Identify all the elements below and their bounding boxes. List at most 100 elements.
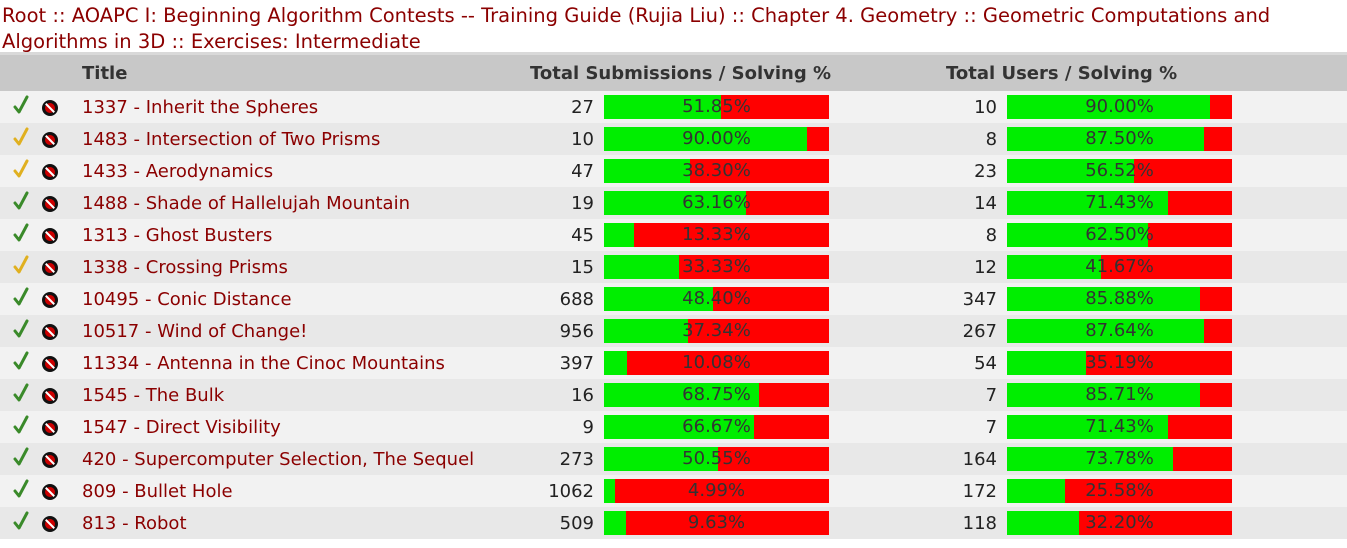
problem-link[interactable]: 1547 - Direct Visibility xyxy=(82,416,281,438)
breadcrumb-chapter[interactable]: Chapter 4. Geometry xyxy=(751,4,958,27)
problem-link[interactable]: 1545 - The Bulk xyxy=(82,384,225,406)
discuss-icon[interactable] xyxy=(42,507,80,539)
problem-link[interactable]: 809 - Bullet Hole xyxy=(82,480,233,502)
users-count: 172 xyxy=(932,475,1008,507)
problem-link[interactable]: 1488 - Shade of Hallelujah Mountain xyxy=(82,192,410,214)
solved-check-icon xyxy=(0,219,42,251)
discuss-icon[interactable] xyxy=(42,123,80,155)
users-count: 14 xyxy=(932,187,1008,219)
submissions-fill xyxy=(604,191,747,215)
discuss-icon[interactable] xyxy=(42,379,80,411)
submissions-count: 688 xyxy=(530,283,604,315)
users-pct: 32.20% xyxy=(1085,512,1154,533)
table-row: 10495 - Conic Distance 688 48.40% 347 85.88% xyxy=(0,283,1347,315)
breadcrumb-separator: :: xyxy=(171,30,185,53)
table-row: 11334 - Antenna in the Cinoc Mountains 39… xyxy=(0,347,1347,379)
breadcrumb-root[interactable]: Root xyxy=(2,4,47,27)
submissions-count: 509 xyxy=(530,507,604,539)
users-count: 267 xyxy=(932,315,1008,347)
submissions-fill xyxy=(604,351,627,375)
submissions-pct: 4.99% xyxy=(687,480,746,501)
problem-link[interactable]: 10517 - Wind of Change! xyxy=(82,320,308,342)
problem-link[interactable]: 1483 - Intersection of Two Prisms xyxy=(82,128,381,150)
discuss-icon[interactable] xyxy=(42,91,80,123)
table-row: 420 - Supercomputer Selection, The Seque… xyxy=(0,443,1347,475)
users-fill xyxy=(1007,223,1148,247)
submissions-pct: 51.85% xyxy=(682,96,751,117)
discuss-icon[interactable] xyxy=(42,411,80,443)
submissions-pct: 13.33% xyxy=(682,224,751,245)
submissions-fill xyxy=(604,479,616,503)
problem-link[interactable]: 1338 - Crossing Prisms xyxy=(82,256,288,278)
solved-check-icon xyxy=(0,475,42,507)
table-row: 10517 - Wind of Change! 956 37.34% 267 87.64… xyxy=(0,315,1347,347)
submissions-count: 15 xyxy=(530,251,604,283)
users-pct: 90.00% xyxy=(1085,96,1154,117)
problem-link[interactable]: 1313 - Ghost Busters xyxy=(82,224,273,246)
submissions-bar: 9.63% xyxy=(604,511,829,535)
users-fill xyxy=(1007,159,1135,183)
users-count: 7 xyxy=(932,411,1008,443)
submissions-pct: 10.08% xyxy=(682,352,751,373)
users-fill xyxy=(1007,95,1210,119)
discuss-icon[interactable] xyxy=(42,443,80,475)
users-bar: 32.20% xyxy=(1007,511,1233,535)
users-count: 54 xyxy=(932,347,1008,379)
header-title[interactable]: Title xyxy=(80,55,530,91)
users-bar: 41.67% xyxy=(1007,255,1233,279)
solved-check-icon xyxy=(0,411,42,443)
submissions-fill xyxy=(604,127,807,151)
table-row: 1545 - The Bulk 16 68.75% 7 85.71% xyxy=(0,379,1347,411)
attempted-check-icon xyxy=(0,251,42,283)
breadcrumb-section[interactable]: Geometric Computations and Algorithms in… xyxy=(2,4,1271,53)
submissions-fill xyxy=(604,415,754,439)
users-count: 347 xyxy=(932,283,1008,315)
submissions-count: 19 xyxy=(530,187,604,219)
submissions-fill xyxy=(604,255,679,279)
discuss-icon[interactable] xyxy=(42,283,80,315)
submissions-pct: 68.75% xyxy=(682,384,751,405)
breadcrumb-separator: :: xyxy=(963,4,977,27)
header-submissions[interactable]: Total Submissions / Solving % xyxy=(530,55,933,91)
submissions-bar: 63.16% xyxy=(604,191,829,215)
users-bar: 73.78% xyxy=(1007,447,1233,471)
table-row: 1433 - Aerodynamics 47 38.30% 23 56.52% xyxy=(0,155,1347,187)
discuss-icon[interactable] xyxy=(42,187,80,219)
discuss-icon[interactable] xyxy=(42,347,80,379)
users-bar: 85.88% xyxy=(1007,287,1233,311)
solved-check-icon xyxy=(0,283,42,315)
breadcrumb-separator: :: xyxy=(52,4,66,27)
problem-table: Title Total Submissions / Solving % Tota… xyxy=(0,55,1347,539)
breadcrumb-book[interactable]: AOAPC I: Beginning Algorithm Contests --… xyxy=(71,4,726,27)
submissions-count: 273 xyxy=(530,443,604,475)
solved-check-icon xyxy=(0,507,42,539)
submissions-bar: 33.33% xyxy=(604,255,829,279)
problem-link[interactable]: 813 - Robot xyxy=(82,512,187,534)
discuss-icon[interactable] xyxy=(42,251,80,283)
users-pct: 35.19% xyxy=(1085,352,1154,373)
discuss-icon[interactable] xyxy=(42,219,80,251)
submissions-bar: 37.34% xyxy=(604,319,829,343)
problem-link[interactable]: 10495 - Conic Distance xyxy=(82,288,292,310)
discuss-icon[interactable] xyxy=(42,155,80,187)
users-count: 12 xyxy=(932,251,1008,283)
users-count: 8 xyxy=(932,123,1008,155)
discuss-icon[interactable] xyxy=(42,475,80,507)
users-fill xyxy=(1007,415,1168,439)
submissions-count: 10 xyxy=(530,123,604,155)
submissions-fill xyxy=(604,319,688,343)
problem-link[interactable]: 1433 - Aerodynamics xyxy=(82,160,274,182)
discuss-icon[interactable] xyxy=(42,315,80,347)
submissions-count: 1062 xyxy=(530,475,604,507)
problem-link[interactable]: 11334 - Antenna in the Cinoc Mountains xyxy=(82,352,445,374)
users-bar: 25.58% xyxy=(1007,479,1233,503)
breadcrumb-current[interactable]: Exercises: Intermediate xyxy=(190,30,421,53)
users-count: 8 xyxy=(932,219,1008,251)
header-users[interactable]: Total Users / Solving % xyxy=(932,55,1347,91)
problem-link[interactable]: 1337 - Inherit the Spheres xyxy=(82,96,319,118)
table-row: 1547 - Direct Visibility 9 66.67% 7 71.43% xyxy=(0,411,1347,443)
submissions-pct: 37.34% xyxy=(682,320,751,341)
users-bar: 71.43% xyxy=(1007,415,1233,439)
problem-link[interactable]: 420 - Supercomputer Selection, The Seque… xyxy=(82,448,475,470)
users-bar: 56.52% xyxy=(1007,159,1233,183)
